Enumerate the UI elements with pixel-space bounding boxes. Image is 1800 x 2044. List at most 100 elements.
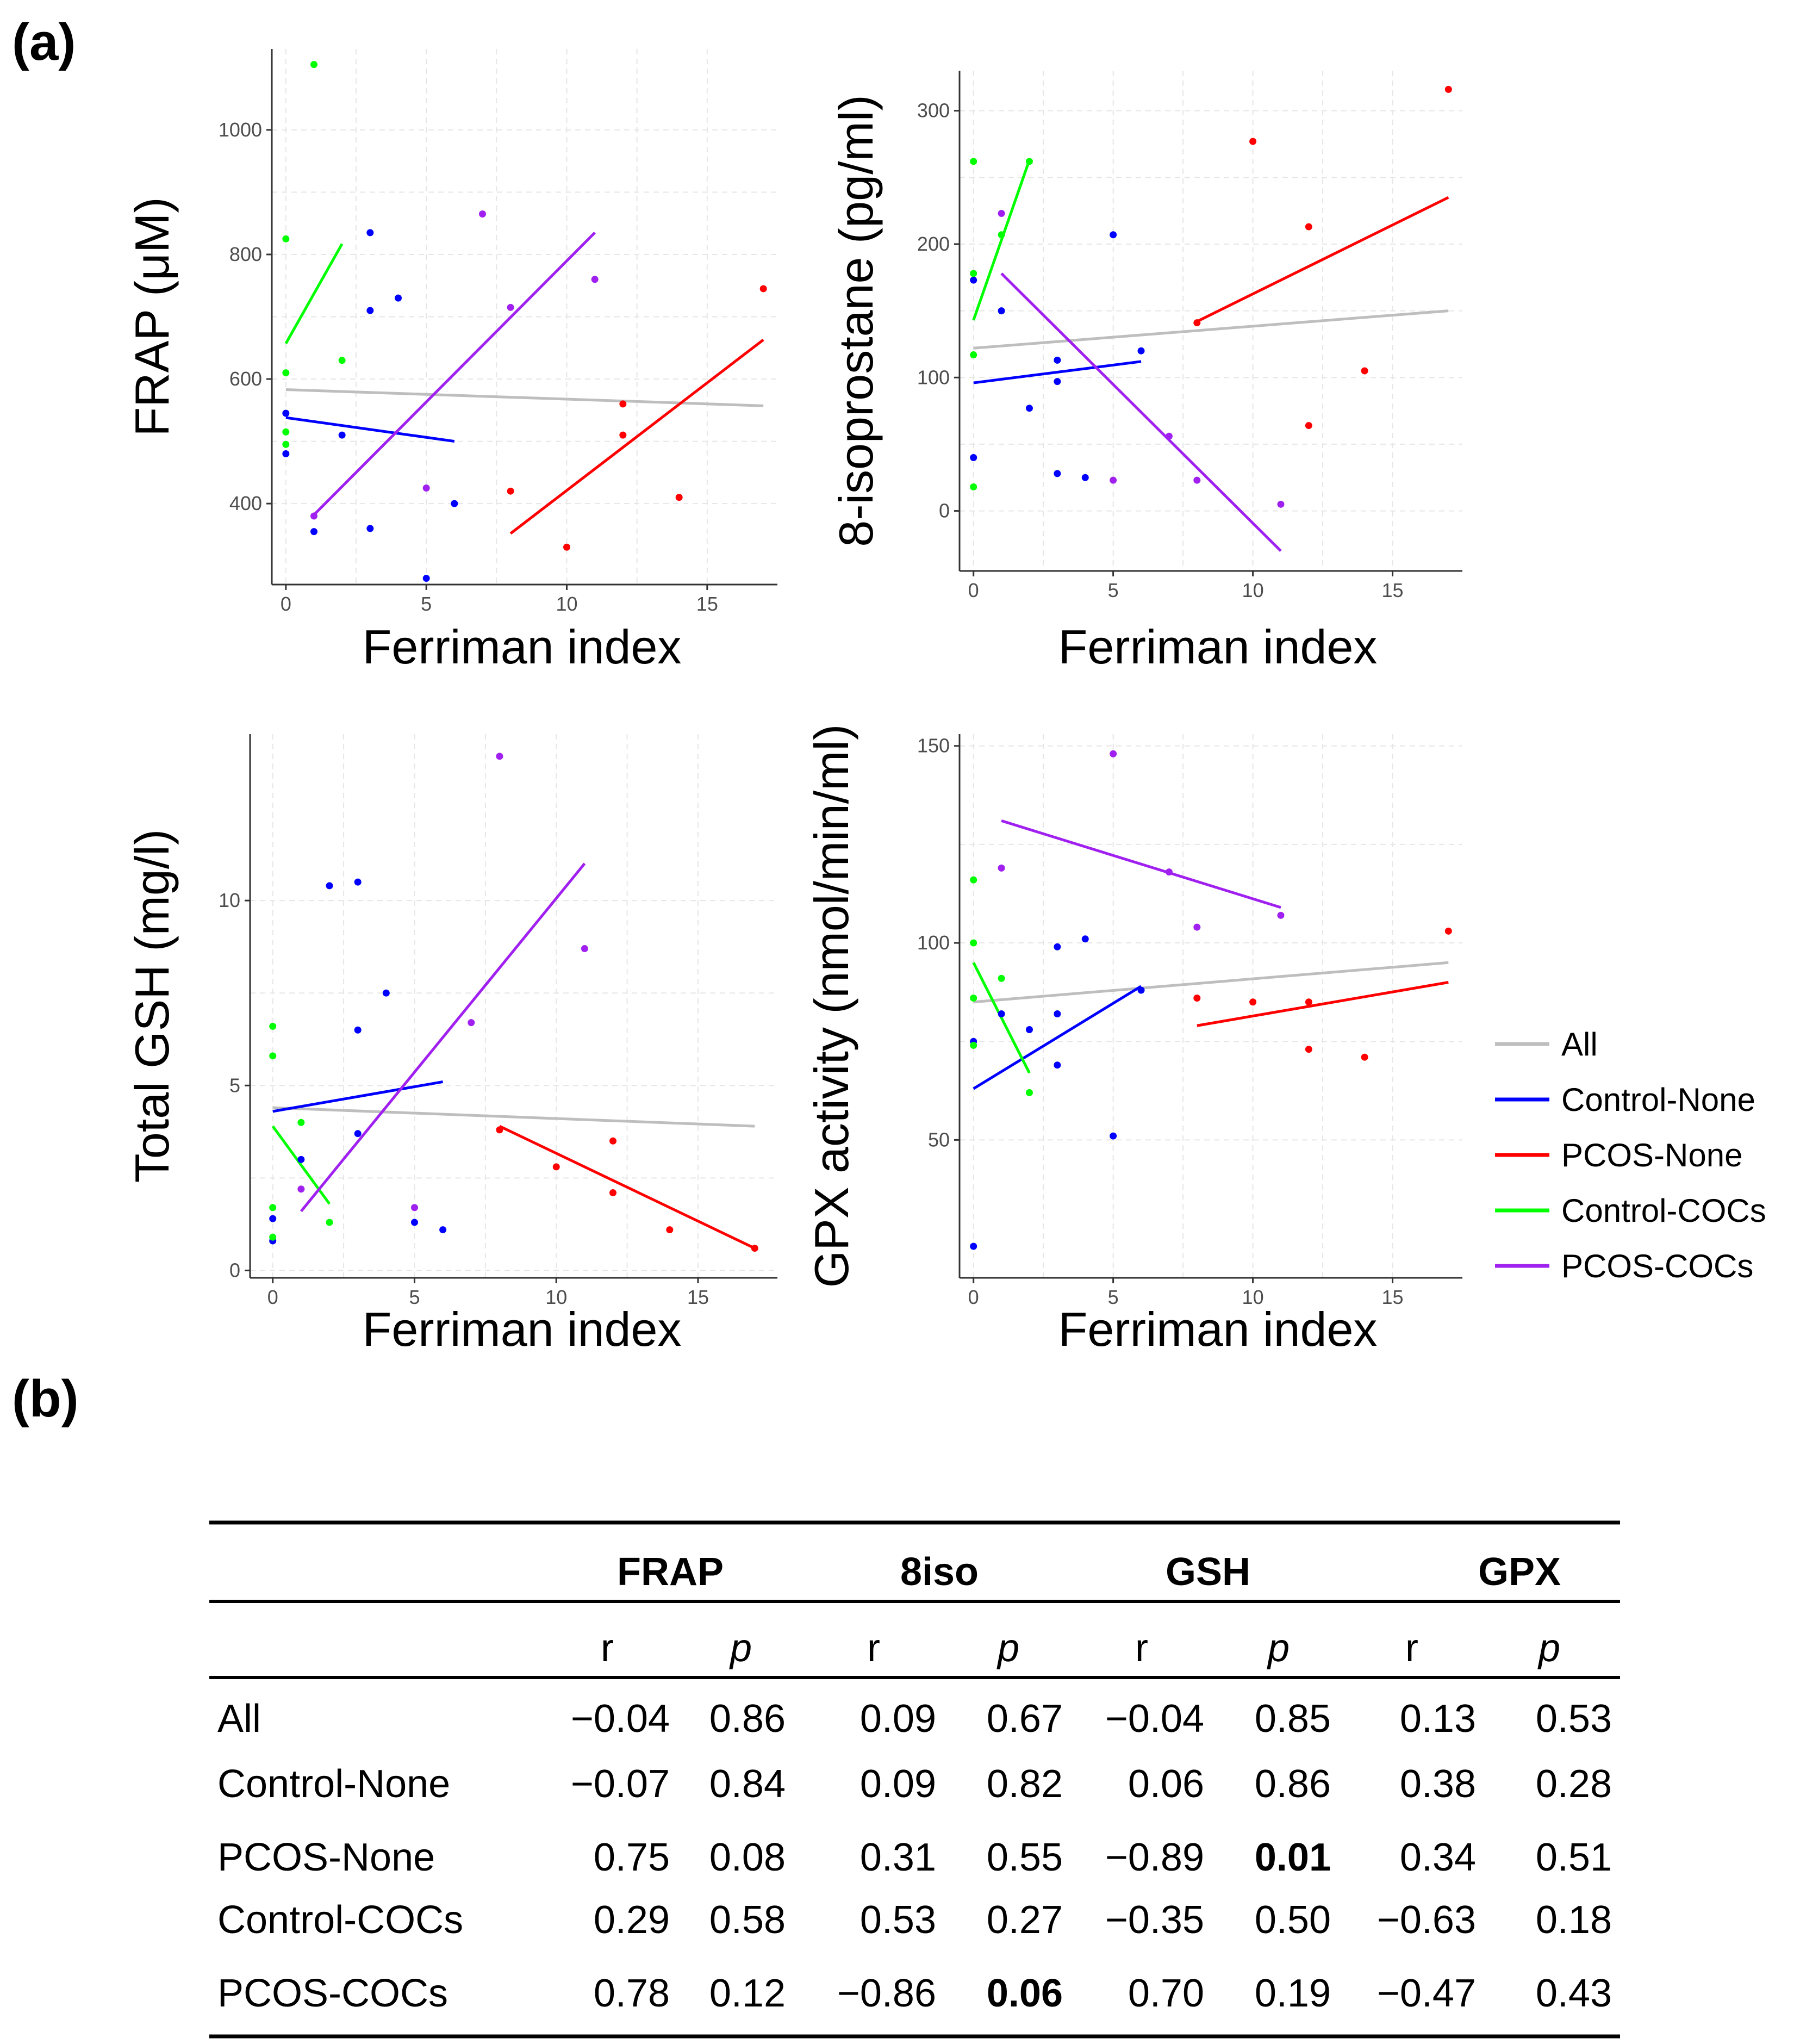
table-cell: −0.04 — [1105, 1697, 1204, 1741]
table-cell: 0.86 — [709, 1697, 786, 1741]
table-cell: 0.84 — [709, 1762, 786, 1806]
data-point-control-cocs — [998, 974, 1005, 982]
x-tick-label: 15 — [687, 1286, 709, 1308]
data-point-control-none — [395, 294, 402, 302]
regression-line-pcos-cocs — [313, 232, 596, 516]
regression-line-control-none — [973, 360, 1142, 384]
table-row-label: All — [217, 1697, 261, 1741]
data-point-control-none — [354, 1026, 362, 1034]
legend-label-all: All — [1561, 1026, 1598, 1063]
x-axis-title: Ferriman index — [363, 1302, 682, 1356]
y-tick-label: 0 — [229, 1259, 240, 1281]
data-point-control-cocs — [970, 995, 977, 1002]
y-tick-label: 300 — [917, 100, 950, 122]
data-point-pcos-none — [619, 431, 627, 439]
table-row-label: PCOS-None — [217, 1836, 435, 1879]
regression-line-control-none — [285, 416, 455, 443]
data-point-pcos-none — [552, 1163, 560, 1171]
table-row-label: Control-None — [217, 1762, 450, 1806]
data-point-control-none — [282, 409, 290, 417]
data-point-pcos-cocs — [1165, 868, 1173, 876]
data-point-pcos-none — [1249, 998, 1257, 1006]
regression-line-control-cocs — [284, 243, 344, 344]
x-tick-label: 15 — [696, 593, 718, 615]
y-axis-title: 8-isoprostane (pg/ml) — [829, 95, 883, 546]
table-cell: 0.29 — [594, 1898, 670, 1942]
data-point-pcos-cocs — [1110, 750, 1117, 757]
data-point-control-cocs — [338, 357, 346, 364]
data-point-control-cocs — [970, 158, 977, 165]
regression-line-pcos-none — [1197, 981, 1449, 1027]
data-point-pcos-none — [1361, 1053, 1368, 1061]
data-point-pcos-none — [496, 1126, 503, 1134]
data-point-control-cocs — [970, 1041, 977, 1049]
table-cell: 0.67 — [987, 1697, 1063, 1741]
data-point-pcos-cocs — [1165, 432, 1173, 440]
table-row-label: PCOS-COCs — [217, 1972, 448, 2015]
data-point-pcos-none — [609, 1189, 617, 1197]
data-point-control-cocs — [269, 1022, 277, 1030]
data-point-pcos-none — [675, 494, 683, 501]
data-point-control-none — [1054, 356, 1061, 364]
table-subheader: r — [601, 1626, 614, 1670]
data-point-control-none — [1110, 1132, 1117, 1140]
table-cell: 0.13 — [1400, 1697, 1476, 1741]
regression-line-all — [973, 309, 1449, 350]
data-point-control-cocs — [269, 1233, 277, 1241]
data-point-pcos-none — [619, 400, 627, 408]
y-tick-label: 200 — [917, 233, 950, 255]
x-tick-label: 15 — [1382, 1286, 1404, 1308]
y-tick-label: 0 — [939, 500, 950, 522]
data-point-control-none — [366, 307, 374, 314]
data-point-control-none — [970, 1242, 977, 1250]
regression-line-control-none — [973, 985, 1142, 1090]
table-cell: 0.27 — [987, 1898, 1063, 1942]
data-point-control-cocs — [970, 939, 977, 947]
table-cell: 0.86 — [1255, 1762, 1331, 1806]
table-cell: 0.53 — [1536, 1697, 1612, 1741]
data-point-control-none — [1081, 474, 1089, 481]
data-point-control-none — [970, 453, 977, 461]
table-cell: 0.19 — [1255, 1972, 1331, 2015]
y-tick-label: 5 — [229, 1074, 240, 1096]
x-tick-label: 0 — [267, 1286, 278, 1308]
data-point-pcos-cocs — [310, 512, 317, 520]
data-point-control-none — [998, 1010, 1005, 1017]
table-cell: 0.09 — [860, 1697, 936, 1741]
data-point-control-none — [366, 229, 374, 237]
table-column-header: 8iso — [900, 1550, 979, 1594]
data-point-control-cocs — [970, 483, 977, 490]
data-point-control-none — [366, 525, 374, 532]
table-cell: −0.47 — [1377, 1972, 1476, 2015]
data-point-control-none — [326, 882, 333, 890]
data-point-control-none — [338, 431, 346, 439]
regression-line-all — [285, 388, 764, 407]
y-axis-title: FRAP (μM) — [125, 197, 179, 436]
x-axis-title: Ferriman index — [363, 620, 682, 674]
table-cell: 0.75 — [594, 1836, 670, 1879]
legend-label-pcos-cocs: PCOS-COCs — [1561, 1248, 1753, 1284]
table-column-header: GPX — [1478, 1550, 1561, 1594]
x-tick-label: 10 — [1242, 579, 1264, 601]
x-tick-label: 0 — [281, 593, 291, 615]
data-point-pcos-cocs — [1110, 476, 1117, 484]
x-tick-label: 10 — [545, 1286, 567, 1308]
data-point-control-cocs — [269, 1052, 277, 1060]
x-axis-title: Ferriman index — [1058, 620, 1378, 674]
data-point-control-none — [269, 1215, 277, 1222]
data-point-pcos-none — [759, 285, 767, 293]
table-cell: 0.01 — [1255, 1836, 1331, 1879]
data-point-control-cocs — [269, 1204, 277, 1212]
data-point-pcos-none — [1305, 1046, 1312, 1053]
data-point-pcos-cocs — [297, 1185, 305, 1193]
x-tick-label: 10 — [556, 593, 577, 615]
y-tick-label: 1000 — [219, 119, 262, 141]
data-point-control-cocs — [1025, 1089, 1033, 1096]
table-subheader: r — [867, 1626, 880, 1670]
data-point-pcos-none — [507, 487, 514, 495]
data-point-pcos-cocs — [1277, 500, 1285, 508]
data-point-pcos-cocs — [422, 484, 430, 492]
table-column-header: GSH — [1166, 1550, 1250, 1594]
data-point-pcos-none — [1305, 223, 1312, 231]
